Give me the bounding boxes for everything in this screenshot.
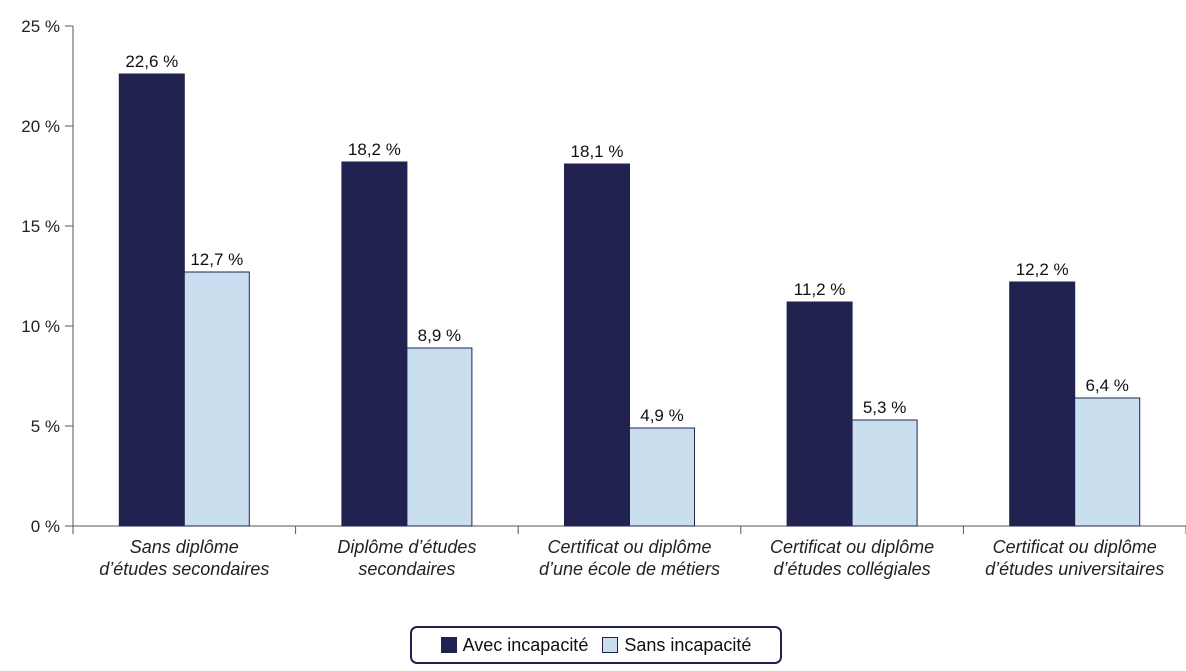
bar xyxy=(629,427,695,527)
legend-label-avec-incapacite: Avec incapacité xyxy=(462,634,589,655)
data-label: 8,9 % xyxy=(418,326,461,345)
x-category-label: d’études collégiales xyxy=(774,559,931,579)
bar xyxy=(183,271,250,527)
x-category-label: d’études universitaires xyxy=(985,559,1164,579)
bar xyxy=(851,419,918,527)
y-tick-label: 25 % xyxy=(21,17,60,36)
data-label: 11,2 % xyxy=(794,280,846,299)
legend-item-avec-incapacite: Avec incapacité xyxy=(440,634,589,656)
data-label: 18,1 % xyxy=(571,142,624,161)
bar xyxy=(341,161,408,527)
data-label: 22,6 % xyxy=(125,52,178,71)
legend-swatch-sans-incapacite xyxy=(602,637,619,653)
y-tick-label: 5 % xyxy=(31,417,60,436)
x-category-label: Certificat ou diplôme xyxy=(993,537,1157,557)
bar xyxy=(564,163,630,527)
bar xyxy=(406,347,473,527)
legend: Avec incapacité Sans incapacité xyxy=(410,626,782,664)
y-tick-label: 15 % xyxy=(21,217,60,236)
data-label: 12,7 % xyxy=(190,250,243,269)
legend-label-sans-incapacite: Sans incapacité xyxy=(624,634,752,655)
x-category-label: d’une école de métiers xyxy=(539,559,720,579)
x-category-label: Diplôme d’études xyxy=(337,537,476,557)
bar xyxy=(1074,397,1141,527)
y-tick-label: 10 % xyxy=(21,317,60,336)
legend-swatch-avec-incapacite xyxy=(440,637,457,653)
data-label: 6,4 % xyxy=(1085,376,1128,395)
bar xyxy=(118,73,185,527)
data-label: 4,9 % xyxy=(640,406,683,425)
x-category-label: Sans diplôme xyxy=(130,537,239,557)
data-label: 12,2 % xyxy=(1016,260,1069,279)
bar xyxy=(1009,281,1076,527)
data-label: 18,2 % xyxy=(348,140,401,159)
bar-chart: 0 % 5 % 10 % 15 % 20 % 25 % 22,6 % 12,7 % Sans d… xyxy=(21,17,1186,579)
x-category-label: d’études secondaires xyxy=(99,559,269,579)
x-category-label: Certificat ou diplôme xyxy=(770,537,934,557)
y-tick-label: 0 % xyxy=(31,517,60,536)
data-label: 5,3 % xyxy=(863,398,906,417)
y-tick-label: 20 % xyxy=(21,117,60,136)
x-category-label: Certificat ou diplôme xyxy=(547,537,711,557)
x-category-label: secondaires xyxy=(358,559,455,579)
bar xyxy=(786,301,853,527)
legend-item-sans-incapacite: Sans incapacité xyxy=(602,635,751,656)
